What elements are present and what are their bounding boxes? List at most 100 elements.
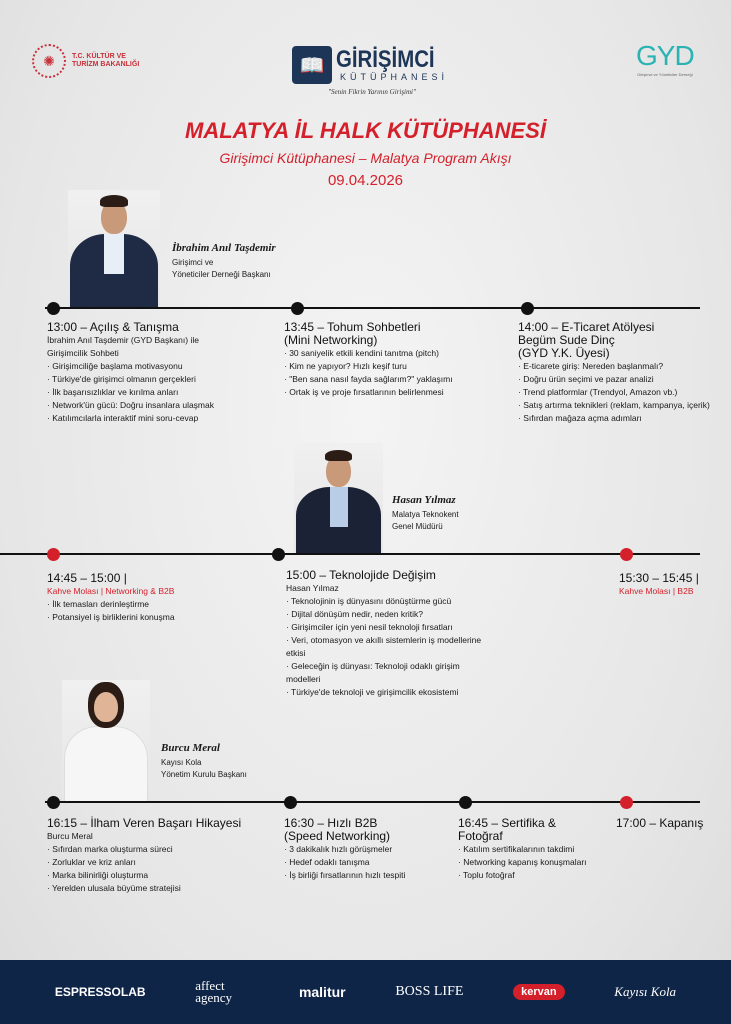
session-1530: 15:30 – 15:45 | Kahve Molası | B2B (619, 572, 729, 598)
sponsor-espressolab-logo: ESPRESSOLAB (54, 985, 146, 999)
session-1615: 16:15 – İlham Veren Başarı Hikayesi Burc… (47, 817, 277, 895)
session-title: 17:00 – Kapanış (616, 816, 704, 830)
list-item: Potansiyel iş birliklerini konuşma (47, 611, 267, 624)
speaker-role-line: Girişimci ve (172, 258, 214, 267)
timeline-dot (459, 796, 472, 809)
gyd-logo-text: GYD (636, 40, 695, 71)
session-1400: 14:00 – E-Ticaret Atölyesi Begüm Sude Di… (518, 321, 718, 425)
list-item: Teknolojinin iş dünyasını dönüştürme güc… (286, 595, 486, 608)
list-item: E-ticarete giriş: Nereden başlanmalı? (518, 360, 718, 373)
list-item: İlk temasları derinleştirme (47, 598, 267, 611)
speaker-name: Hasan Yılmaz (392, 494, 456, 506)
session-title: 16:45 – Sertifika & (458, 816, 557, 830)
list-item: Dijital dönüşüm nedir, neden kritik? (286, 608, 486, 621)
session-1700: 17:00 – Kapanış (616, 817, 726, 830)
session-title: (Mini Networking) (284, 333, 378, 347)
brand-line1: GİRİŞİMCİ (336, 46, 435, 73)
speaker-role-line: Kayısı Kola (161, 758, 202, 767)
list-item: Türkiye'de teknoloji ve girişimcilik eko… (286, 686, 486, 699)
list-item: Katılım sertifikalarının takdimi (458, 843, 618, 856)
list-item: 30 saniyelik etkili kendini tanıtma (pit… (284, 347, 504, 360)
speaker-photo-burcu (62, 680, 150, 802)
book-icon: 📖 (292, 46, 332, 84)
speaker-role: Kayısı Kola Yönetim Kurulu Başkanı (161, 757, 247, 781)
speaker-role-line: Malatya Teknokent (392, 510, 459, 519)
speaker-role-line: Yönetim Kurulu Başkanı (161, 770, 247, 779)
timeline-line (45, 307, 700, 309)
list-item: Toplu fotoğraf (458, 869, 618, 882)
ministry-seal-icon: ✺ (32, 44, 66, 78)
session-subtitle: Burcu Meral (47, 831, 93, 841)
list-item: Veri, otomasyon ve akıllı sistemlerin iş… (286, 634, 486, 660)
list-item: Sıfırdan marka oluşturma süreci (47, 843, 277, 856)
speaker-role: Malatya Teknokent Genel Müdürü (392, 509, 459, 533)
timeline-line (45, 801, 700, 803)
ministry-logo: ✺ T.C. KÜLTÜR VE TURİZM BAKANLIĞI (32, 44, 152, 78)
session-1445: 14:45 – 15:00 | Kahve Molası | Networkin… (47, 572, 267, 624)
list-item: Kim ne yapıyor? Hızlı keşif turu (284, 360, 504, 373)
list-item: Trend platformlar (Trendyol, Amazon vb.) (518, 386, 718, 399)
timeline-dot (272, 548, 285, 561)
speaker-photo-hasan (294, 443, 383, 554)
session-subtitle: Girişimcilik Sohbeti (47, 348, 119, 358)
timeline-line (0, 553, 700, 555)
list-item: "Ben sana nasıl fayda sağlarım?" yaklaşı… (284, 373, 504, 386)
speaker-role-line: Genel Müdürü (392, 522, 443, 531)
girisimci-kutuphanesi-logo: 📖 GİRİŞİMCİ KÜTÜPHANESİ "Senin Fikrin Ya… (292, 46, 452, 96)
session-subtitle: Kahve Molası | Networking & B2B (47, 586, 175, 596)
session-1630: 16:30 – Hızlı B2B (Speed Networking) 3 d… (284, 817, 454, 882)
sponsor-affect-logo: affect agency (195, 978, 233, 1005)
session-title: (Speed Networking) (284, 829, 391, 843)
session-title: 15:00 – Teknolojide Değişim (286, 568, 436, 582)
session-title: 14:00 – E-Ticaret Atölyesi (518, 320, 655, 334)
speaker-name: Burcu Meral (161, 742, 220, 754)
timeline-dot (47, 548, 60, 561)
list-item: Marka bilinirliği oluşturma (47, 869, 277, 882)
sponsor-footer: ESPRESSOLAB affect agency malitur BOSS L… (0, 960, 731, 1024)
timeline-dot (620, 548, 633, 561)
list-item: Türkiye'de girişimci olmanın gerçekleri (47, 373, 277, 386)
ministry-name: T.C. KÜLTÜR VE TURİZM BAKANLIĞI (72, 53, 140, 68)
session-title: Fotoğraf (458, 829, 503, 843)
list-item: Hedef odaklı tanışma (284, 856, 454, 869)
event-date: 09.04.2026 (327, 172, 404, 189)
session-subtitle: Hasan Yılmaz (286, 583, 339, 593)
speaker-role-line: Yöneticiler Derneği Başkanı (172, 270, 271, 279)
session-1500: 15:00 – Teknolojide Değişim Hasan Yılmaz… (286, 569, 486, 699)
timeline-dot (291, 302, 304, 315)
page-title: MALATYA İL HALK KÜTÜPHANESİ (185, 118, 546, 143)
sponsor-kervan-logo: kervan (513, 984, 565, 1000)
list-item: Ortak iş ve proje fırsatlarının belirlen… (284, 386, 504, 399)
list-item: 3 dakikalık hızlı görüşmeler (284, 843, 454, 856)
list-item: Geleceğin iş dünyası: Teknoloji odaklı g… (286, 660, 486, 686)
list-item: Doğru ürün seçimi ve pazar analizi (518, 373, 718, 386)
list-item: İlk başarısızlıklar ve kırılma anları (47, 386, 277, 399)
session-1300: 13:00 – Açılış & Tanışma İbrahim Anıl Ta… (47, 321, 277, 425)
sponsor-malitur-logo: malitur (298, 984, 346, 1000)
timeline-dot (47, 796, 60, 809)
timeline-dot (521, 302, 534, 315)
speaker-name: İbrahim Anıl Taşdemir (172, 242, 276, 254)
list-item: Network'ün gücü: Doğru insanlara ulaşmak (47, 399, 277, 412)
sponsor-kayisikola-logo: Kayısı Kola (614, 984, 677, 999)
brand-line2: KÜTÜPHANESİ (340, 72, 449, 82)
page-subtitle: Girişimci Kütüphanesi – Malatya Program … (219, 150, 512, 166)
session-1345: 13:45 – Tohum Sohbetleri (Mini Networkin… (284, 321, 504, 399)
timeline-dot (284, 796, 297, 809)
session-subtitle: Kahve Molası | B2B (619, 586, 694, 596)
gyd-subtitle: Girişimci ve Yöneticiler Derneği (637, 72, 693, 77)
list-item: Sıfırdan mağaza açma adımları (518, 412, 718, 425)
session-title: 16:30 – Hızlı B2B (284, 816, 378, 830)
brand-slogan: "Senin Fikrin Yarının Girişimi" (328, 88, 416, 96)
timeline-dot (47, 302, 60, 315)
list-item: Satış artırma teknikleri (reklam, kampan… (518, 399, 718, 412)
speaker-role: Girişimci ve Yöneticiler Derneği Başkanı (172, 257, 271, 281)
list-item: Networking kapanış konuşmaları (458, 856, 618, 869)
session-title: 14:45 – 15:00 | (47, 571, 127, 585)
list-item: Girişimciliğe başlama motivasyonu (47, 360, 277, 373)
sponsor-bosslife-logo: BOSS LIFE (395, 984, 464, 999)
session-subtitle: İbrahim Anıl Taşdemir (GYD Başkanı) ile (47, 335, 199, 345)
list-item: Katılımcılarla interaktif mini soru-ceva… (47, 412, 277, 425)
session-title: 16:15 – İlham Veren Başarı Hikayesi (47, 816, 242, 830)
list-item: Zorluklar ve kriz anları (47, 856, 277, 869)
